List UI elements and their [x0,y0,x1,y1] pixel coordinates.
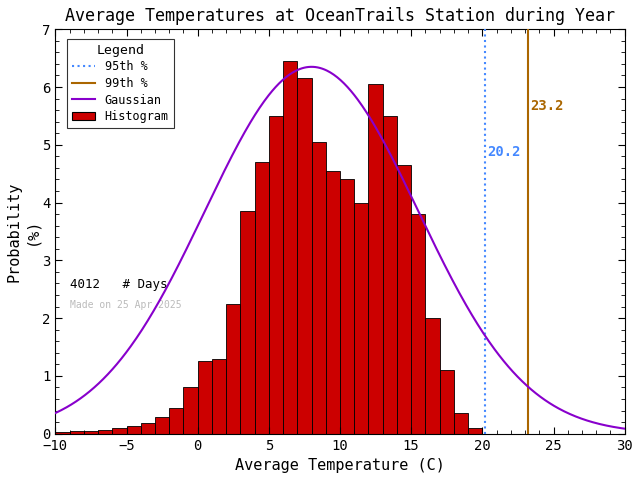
Bar [141,423,155,433]
Bar [169,408,184,433]
Text: 20.2: 20.2 [487,145,521,159]
Bar [283,61,298,433]
Bar [155,418,169,433]
Legend: 95th %, 99th %, Gaussian, Histogram: 95th %, 99th %, Gaussian, Histogram [67,39,173,128]
Text: 4012   # Days: 4012 # Days [70,278,167,291]
Bar [198,361,212,433]
Bar [383,116,397,433]
Bar [55,432,70,433]
Bar [326,171,340,433]
Bar [397,165,411,433]
Bar [411,214,426,433]
Bar [212,359,226,433]
Bar [255,162,269,433]
Bar [468,428,483,433]
Text: 23.2: 23.2 [530,99,564,113]
Bar [369,84,383,433]
Bar [312,142,326,433]
Text: Made on 25 Apr 2025: Made on 25 Apr 2025 [70,300,181,310]
Bar [426,318,440,433]
Bar [84,431,98,433]
Bar [70,432,84,433]
Bar [127,426,141,433]
Bar [241,211,255,433]
Bar [112,428,127,433]
Bar [269,116,283,433]
Bar [226,304,241,433]
Bar [98,430,112,433]
Bar [184,387,198,433]
Bar [340,180,355,433]
Bar [298,78,312,433]
Y-axis label: Probability
(%): Probability (%) [7,181,39,282]
Bar [454,413,468,433]
Title: Average Temperatures at OceanTrails Station during Year: Average Temperatures at OceanTrails Stat… [65,7,615,25]
X-axis label: Average Temperature (C): Average Temperature (C) [235,458,445,473]
Bar [355,203,369,433]
Bar [440,370,454,433]
